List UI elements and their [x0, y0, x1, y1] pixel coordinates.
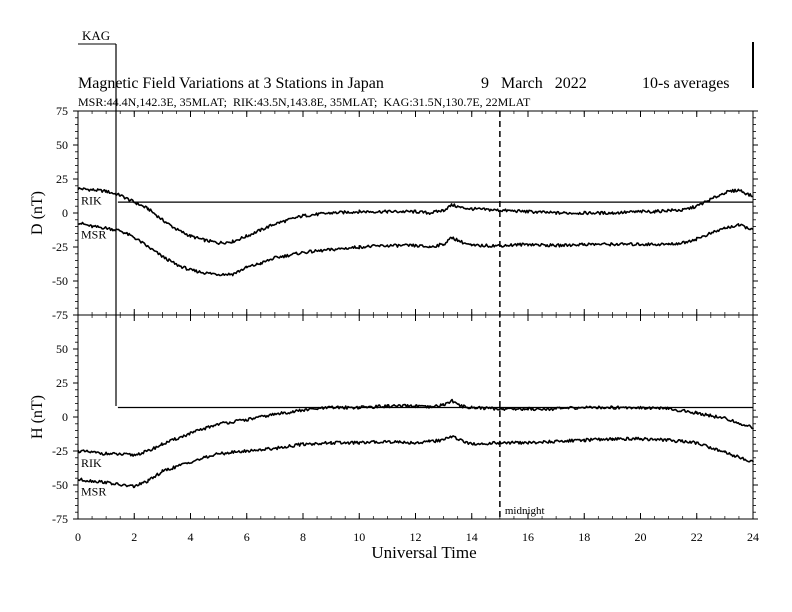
- xtick-label: 0: [75, 530, 81, 544]
- d-series-label-rik: RIK: [81, 194, 102, 208]
- d-series-rik: [77, 187, 754, 245]
- d-ytick-label: 50: [56, 138, 68, 152]
- h-ytick-label: -75: [52, 512, 68, 526]
- h-ytick-label: 0: [62, 410, 68, 424]
- xtick-label: 18: [578, 530, 590, 544]
- d-ytick-label: -25: [52, 240, 68, 254]
- station-tag-label: KAG: [82, 28, 110, 43]
- chart-date: 9 March 2022: [481, 75, 587, 92]
- chart-averaging: 10-s averages: [642, 75, 730, 92]
- h-ytick-label: 50: [56, 342, 68, 356]
- xtick-label: 20: [635, 530, 647, 544]
- h-ytick-label: -50: [52, 478, 68, 492]
- xtick-label: 14: [466, 530, 478, 544]
- h-ytick-label: 25: [56, 376, 68, 390]
- h-series-rik: [77, 398, 754, 457]
- h-panel-frame: [77, 314, 754, 520]
- xtick-label: 4: [188, 530, 194, 544]
- d-ytick-label: -75: [52, 308, 68, 322]
- xtick-label: 24: [747, 530, 759, 544]
- d-ytick-label: 25: [56, 172, 68, 186]
- h-series-msr: [77, 435, 754, 489]
- xtick-label: 22: [691, 530, 703, 544]
- d-series-msr: [77, 221, 754, 277]
- xtick-label: 16: [522, 530, 534, 544]
- chart-title: Magnetic Field Variations at 3 Stations …: [78, 75, 384, 92]
- h-ytick-label: -25: [52, 444, 68, 458]
- d-ytick-label: -50: [52, 274, 68, 288]
- xtick-label: 10: [353, 530, 365, 544]
- d-panel-ylabel: D (nT): [29, 191, 46, 235]
- d-ytick-label: 75: [56, 104, 68, 118]
- d-ytick-label: 0: [62, 206, 68, 220]
- stations-coordinates: MSR:44.4N,142.3E, 35MLAT; RIK:43.5N,143.…: [78, 95, 531, 109]
- h-series-label-rik: RIK: [81, 456, 102, 470]
- h-panel-ylabel: H (nT): [29, 395, 46, 439]
- xtick-label: 6: [244, 530, 250, 544]
- d-series-label-msr: MSR: [81, 228, 106, 242]
- plot-content: 75 50 25 0 -25 -50 -75 RIK MSR 50 25 0 -25 -50 -75 RIK M…: [52, 104, 759, 544]
- h-series-label-msr: MSR: [81, 485, 106, 499]
- x-axis-title: Universal Time: [371, 543, 476, 562]
- midnight-label: midnight: [505, 505, 545, 517]
- xtick-label: 8: [300, 530, 306, 544]
- xtick-label: 2: [131, 530, 137, 544]
- xtick-label: 12: [410, 530, 422, 544]
